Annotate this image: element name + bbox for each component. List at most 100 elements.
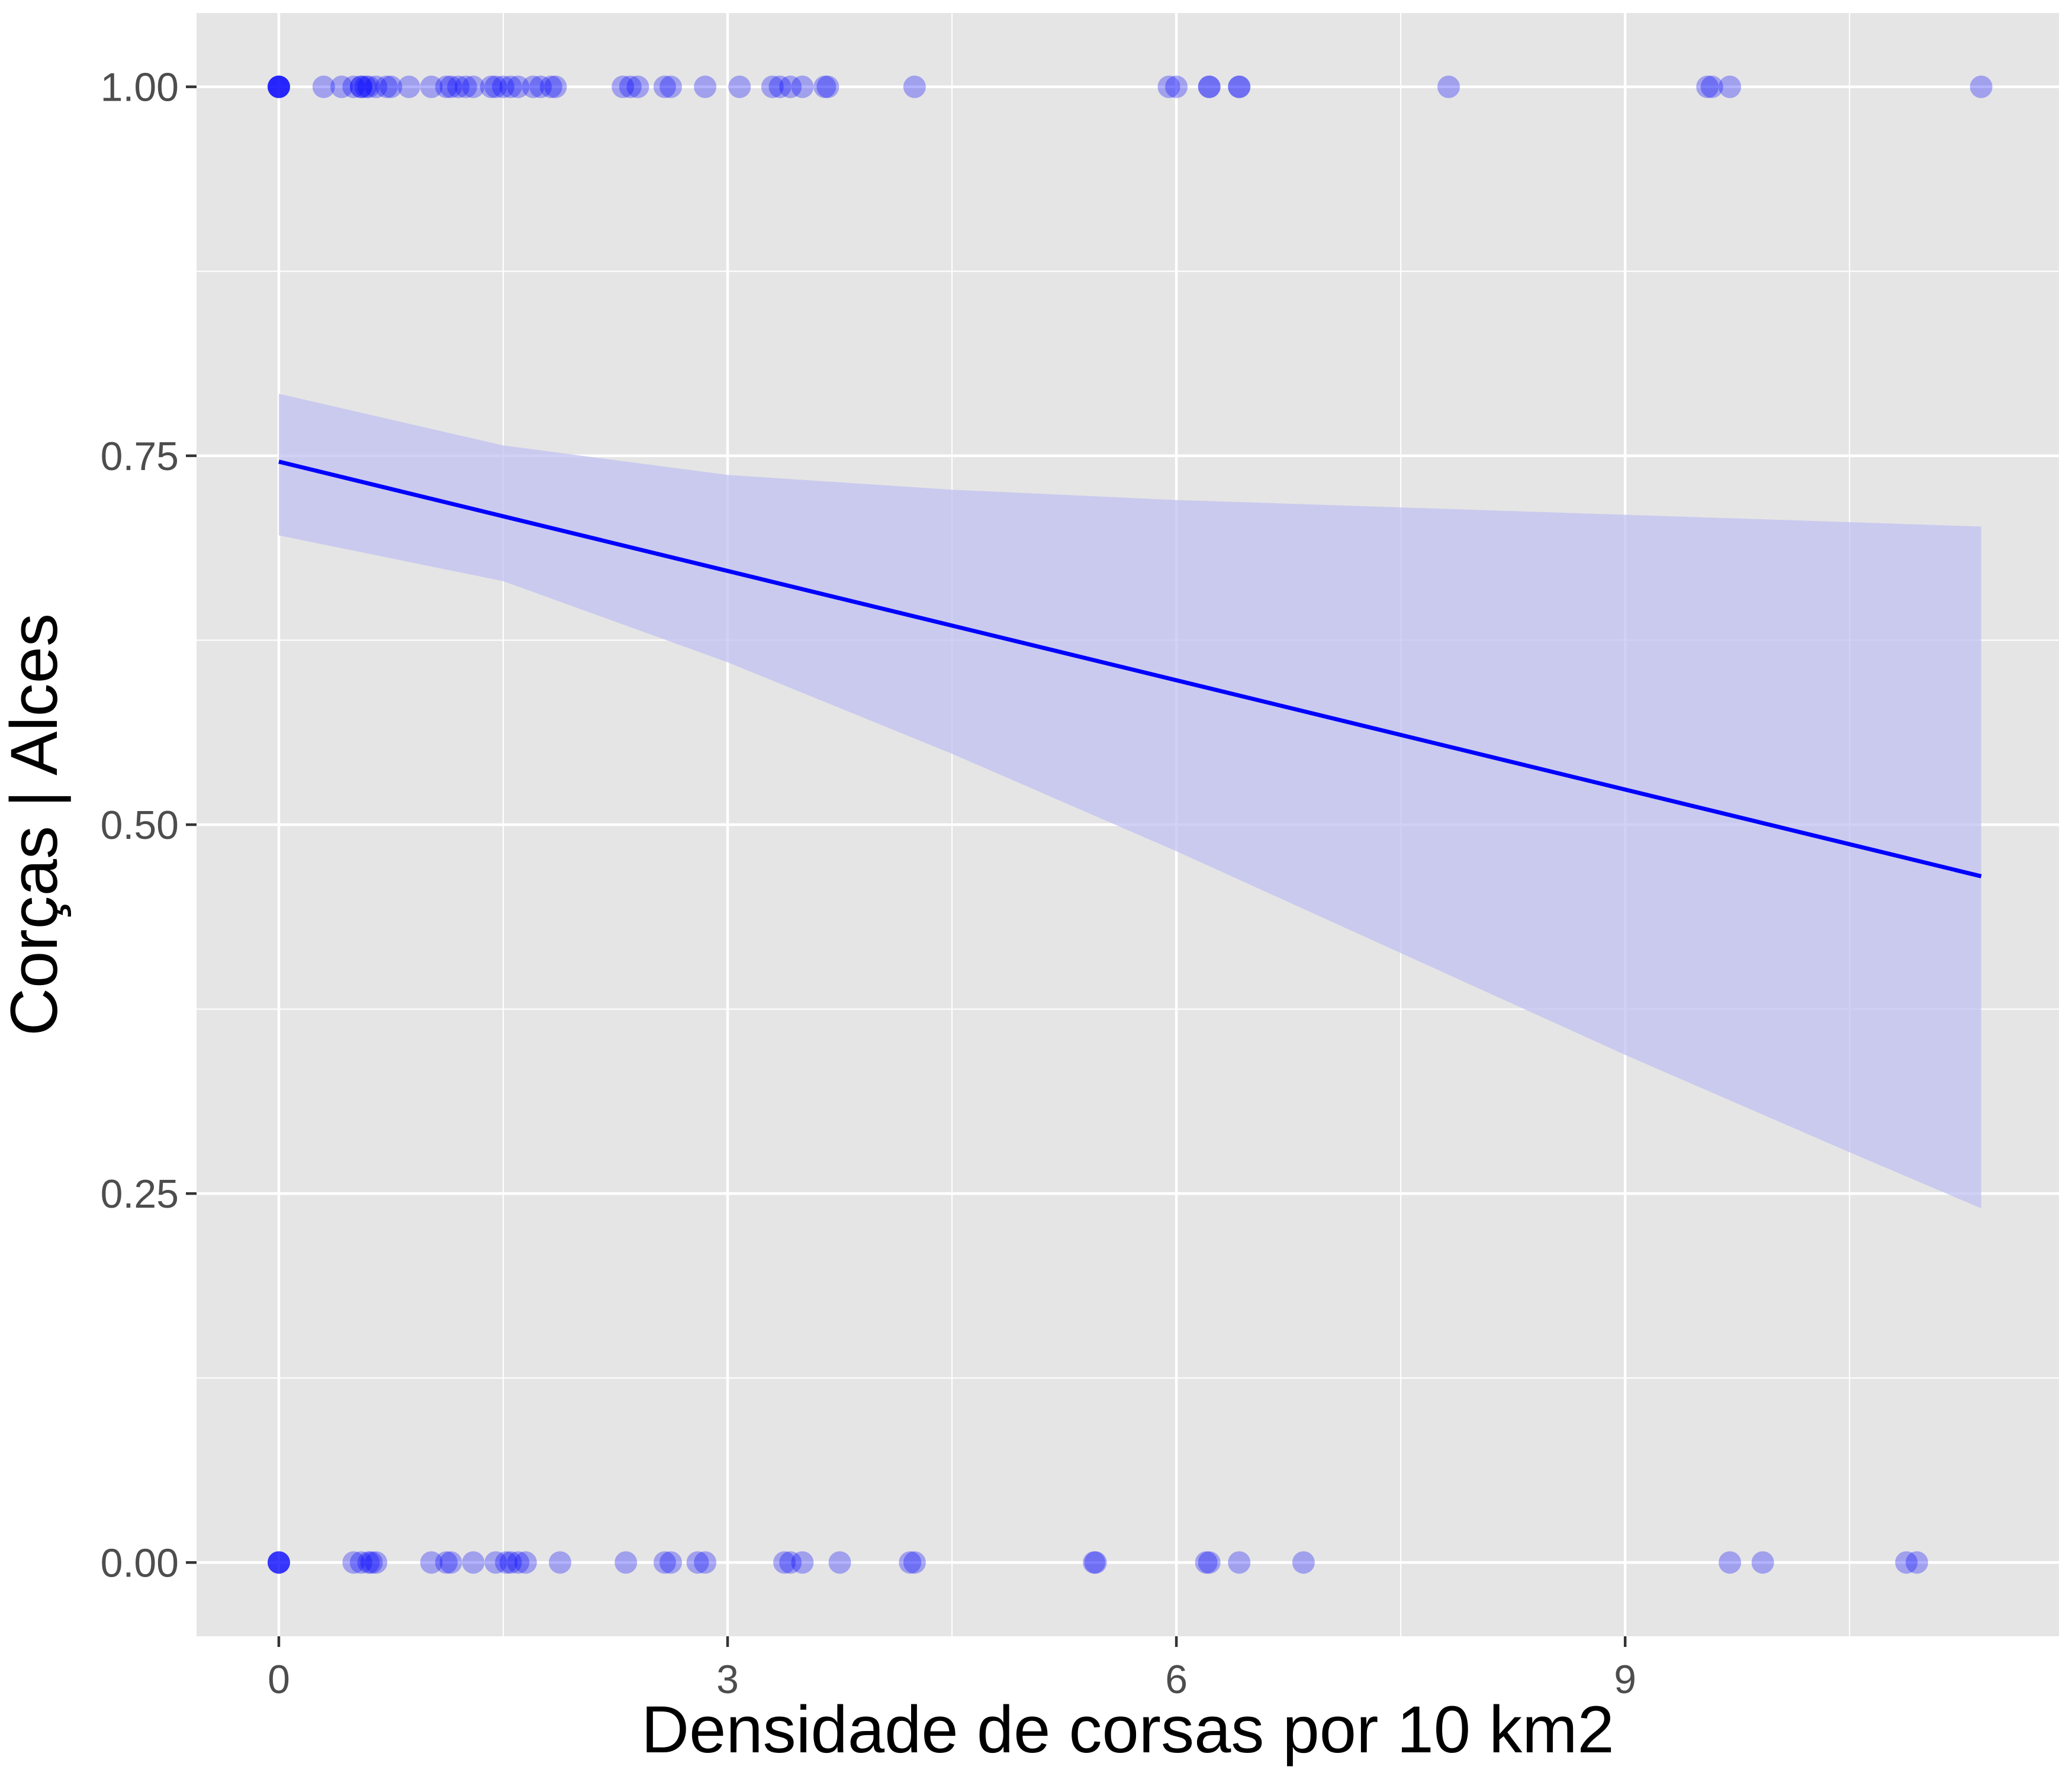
data-point [1198, 75, 1221, 98]
data-point [360, 1551, 383, 1574]
data-point [1165, 75, 1188, 98]
data-point [439, 1551, 462, 1574]
data-point [816, 75, 839, 98]
data-point [1751, 1551, 1774, 1574]
y-tick-label: 1.00 [101, 65, 179, 110]
data-point [659, 75, 683, 98]
data-point [544, 75, 567, 98]
data-point [779, 75, 802, 98]
data-point [1895, 1551, 1918, 1574]
data-point [462, 75, 485, 98]
data-point [420, 1551, 443, 1574]
data-point [342, 1551, 365, 1574]
data-point [354, 75, 377, 98]
data-point [694, 75, 717, 98]
data-point [1437, 75, 1460, 98]
data-point [813, 75, 836, 98]
data-point [614, 1551, 638, 1574]
data-point [267, 75, 290, 98]
y-axis-ticks: 0.00 0.25 0.50 0.75 1.00 [101, 65, 197, 1585]
data-point [365, 1551, 388, 1574]
data-point [1696, 75, 1719, 98]
data-point [375, 75, 398, 98]
data-point [267, 75, 290, 98]
data-point [357, 75, 380, 98]
confidence-band [279, 394, 1981, 1209]
confidence-band-layer [279, 394, 1981, 1209]
data-point [495, 1551, 518, 1574]
data-point [267, 1551, 290, 1574]
data-point [447, 75, 470, 98]
data-point [267, 1551, 290, 1574]
data-point [435, 1551, 458, 1574]
fit-line-layer [278, 459, 1982, 879]
data-point [1228, 75, 1251, 98]
data-point [522, 75, 545, 98]
data-point [653, 75, 676, 98]
y-axis-title: Corças | Alces [0, 613, 71, 1036]
data-point [484, 1551, 507, 1574]
data-point [514, 1551, 537, 1574]
data-point [454, 75, 477, 98]
data-point [626, 75, 649, 98]
data-point [349, 75, 372, 98]
data-point [342, 75, 365, 98]
data-point [1719, 1551, 1742, 1574]
data-point [779, 1551, 802, 1574]
data-point [539, 75, 562, 98]
fit-line [278, 459, 1982, 879]
data-point [791, 75, 814, 98]
data-point [1198, 75, 1221, 98]
data-point [768, 75, 792, 98]
data-point [330, 75, 353, 98]
data-point [1228, 1551, 1251, 1574]
data-point [903, 1551, 926, 1574]
x-tick-label: 6 [1165, 1657, 1188, 1702]
data-point [549, 1551, 572, 1574]
data-point [828, 1551, 851, 1574]
y-tick-label: 0.75 [101, 434, 179, 479]
data-point [1084, 1551, 1107, 1574]
y-tick-label: 0.00 [101, 1540, 179, 1585]
data-point [1970, 75, 1993, 98]
data-point [420, 75, 443, 98]
data-point [1719, 75, 1742, 98]
data-point [728, 75, 751, 98]
data-point [379, 75, 403, 98]
data-point [612, 75, 635, 98]
x-axis-title: Densidade de corsas por 10 km2 [641, 1693, 1614, 1767]
data-point [267, 75, 290, 98]
data-point [484, 75, 507, 98]
x-tick-label: 3 [716, 1657, 739, 1702]
y-tick-label: 0.50 [101, 803, 179, 848]
data-point [439, 75, 462, 98]
data-point [659, 1551, 683, 1574]
data-point [1905, 1551, 1928, 1574]
data-point [499, 75, 522, 98]
data-point [492, 75, 515, 98]
data-point [1198, 1551, 1221, 1574]
data-point [653, 1551, 676, 1574]
data-point [903, 75, 926, 98]
data-point [1292, 1551, 1315, 1574]
x-axis-ticks: 0 3 6 9 [268, 1636, 1636, 1702]
data-point [435, 75, 458, 98]
data-point [267, 1551, 290, 1574]
data-point [462, 1551, 485, 1574]
data-point [267, 75, 290, 98]
data-point [397, 75, 420, 98]
data-point [773, 1551, 796, 1574]
data-point [1195, 1551, 1218, 1574]
data-point [686, 1551, 709, 1574]
data-point [349, 1551, 372, 1574]
data-point [694, 1551, 717, 1574]
data-point [267, 1551, 290, 1574]
data-point [1700, 75, 1723, 98]
data-point [1083, 1551, 1106, 1574]
data-point [1157, 75, 1180, 98]
y-tick-label: 0.25 [101, 1172, 179, 1217]
data-point [499, 1551, 522, 1574]
data-point [761, 75, 784, 98]
